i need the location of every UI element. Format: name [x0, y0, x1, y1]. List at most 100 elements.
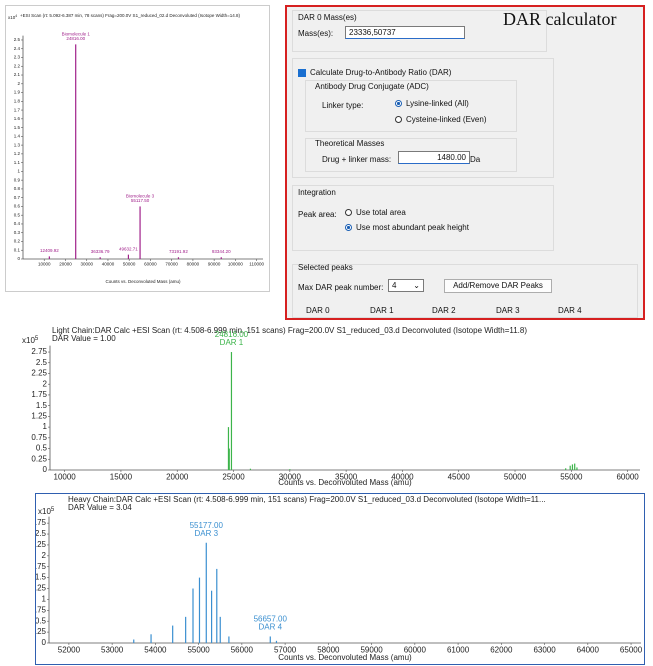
x-tick-label: 54000 — [144, 646, 167, 655]
y-tick-label: 0.4 — [14, 221, 21, 226]
y-tick-label: 1 — [17, 169, 20, 174]
y-tick-label: 1.75 — [35, 562, 47, 571]
max-dar-select[interactable]: 4 ⌄ — [388, 279, 424, 292]
peak-annotation: 55177.00 — [190, 521, 224, 530]
radio[interactable]: Use total area — [345, 208, 406, 217]
group-box — [305, 80, 517, 132]
x-tick-label: 70000 — [165, 261, 178, 266]
group-title: DAR 0 Mass(es) — [298, 13, 357, 22]
x-tick-label: 53000 — [101, 646, 124, 655]
x-tick-label: 10000 — [54, 473, 77, 482]
peak-annotation: DAR 3 — [194, 529, 218, 538]
x-tick-label: 30000 — [279, 473, 302, 482]
y-tick-label: 0 — [17, 256, 20, 261]
field-label: Max DAR peak number: — [298, 283, 384, 292]
y-tick-label: 0.7 — [14, 195, 21, 200]
masses-input[interactable]: 23336,50737 — [345, 26, 465, 39]
checkbox[interactable]: Calculate Drug-to-Antibody Ratio (DAR) — [298, 68, 451, 77]
peak-annotation: 73191.92 — [169, 249, 188, 254]
x-tick-label: 52000 — [58, 646, 81, 655]
radio[interactable]: Use most abundant peak height — [345, 223, 469, 232]
x-tick-label: 65000 — [620, 646, 643, 655]
y-tick-label: 1.25 — [31, 411, 47, 420]
peak-annotation: 24816.00 — [215, 330, 249, 339]
chart-subtitle: DAR Value = 1.00 — [52, 334, 116, 343]
radio-label: Use total area — [356, 208, 406, 217]
group-box — [305, 138, 517, 172]
x-tick-label: 20000 — [166, 473, 189, 482]
x-tick-label: 60000 — [144, 261, 157, 266]
x-tick-label: 50000 — [504, 473, 527, 482]
x-tick-label: 15000 — [110, 473, 133, 482]
x-tick-label: 60000 — [404, 646, 427, 655]
y-tick-label: 2.2 — [14, 63, 21, 68]
y-tick-label: 0.5 — [35, 616, 47, 625]
x-tick-label: 40000 — [102, 261, 115, 266]
chart-title: +ESI Scan (rt: 5.092-6.387 min, 78 scans… — [20, 13, 241, 18]
y-tick-label: 2 — [43, 379, 48, 388]
y-unit-exp: 5 — [35, 335, 39, 341]
y-tick-label: 2 — [42, 551, 47, 560]
peak-annotation: 12409.92 — [40, 248, 59, 253]
x-tick-label: 10000 — [38, 261, 51, 266]
chart-title: Light Chain:DAR Calc +ESI Scan (rt: 4.50… — [52, 326, 527, 335]
y-tick-label: 2.25 — [35, 540, 47, 549]
field-label: Mass(es): — [298, 29, 334, 38]
column-header: DAR 0 — [306, 306, 330, 315]
peak-annotation: 56657.00 — [254, 615, 288, 624]
y-tick-label: 2.4 — [14, 46, 21, 51]
x-tick-label: 63000 — [533, 646, 556, 655]
spectrum-chart: +ESI Scan (rt: 5.092-6.387 min, 78 scans… — [5, 5, 270, 292]
checkbox-label: Calculate Drug-to-Antibody Ratio (DAR) — [310, 68, 452, 77]
y-unit: x104 — [8, 14, 17, 20]
add-remove-button[interactable]: Add/Remove DAR Peaks — [444, 279, 552, 293]
peak-annotation: Biomolecule 1 — [62, 32, 91, 37]
y-unit: x105 — [38, 506, 55, 516]
y-tick-label: 0.8 — [14, 186, 21, 191]
y-tick-label: 0.75 — [35, 605, 47, 614]
x-axis-label: Counts vs. Deconvoluted Mass (amu) — [278, 653, 412, 662]
y-tick-label: 0.25 — [35, 627, 47, 636]
x-tick-label: 35000 — [335, 473, 358, 482]
spectrum-chart: Light Chain:DAR Calc +ESI Scan (rt: 4.50… — [22, 326, 640, 487]
y-tick-label: 1.5 — [14, 125, 21, 130]
y-tick-label: 2.5 — [14, 37, 21, 42]
y-tick-label: 1.2 — [14, 151, 21, 156]
x-tick-label: 61000 — [447, 646, 470, 655]
drug-mass-input[interactable]: 1480.00 — [398, 151, 470, 164]
group-title: Theoretical Masses — [315, 139, 385, 148]
y-tick-label: 1.75 — [31, 390, 47, 399]
y-unit-base: x10 — [22, 336, 35, 345]
y-tick-label: 1.5 — [36, 401, 48, 410]
x-tick-label: 55000 — [187, 646, 210, 655]
x-axis-label: Counts vs. Deconvoluted Mass (amu) — [105, 279, 181, 284]
y-unit-exp: 4 — [15, 14, 17, 18]
y-tick-label: 2.5 — [36, 358, 48, 367]
x-tick-label: 45000 — [448, 473, 471, 482]
group-box — [292, 10, 547, 52]
dialog-label: DAR calculator — [503, 9, 617, 29]
field-label: Linker type: — [322, 101, 364, 110]
y-tick-label: 1.4 — [14, 134, 21, 139]
x-tick-label: 100000 — [228, 261, 244, 266]
y-tick-label: 0.1 — [14, 247, 21, 252]
radio[interactable]: Cysteine-linked (Even) — [395, 115, 486, 124]
y-tick-label: 1.5 — [35, 573, 47, 582]
x-tick-label: 62000 — [490, 646, 513, 655]
group-box — [292, 58, 554, 178]
x-tick-label: 90000 — [208, 261, 221, 266]
group-title: Antibody Drug Conjugate (ADC) — [315, 82, 429, 91]
y-tick-label: 0 — [43, 465, 48, 474]
x-tick-label: 110000 — [249, 261, 264, 266]
radio[interactable]: Lysine-linked (All) — [395, 99, 469, 108]
x-tick-label: 55000 — [560, 473, 583, 482]
y-tick-label: 2.5 — [35, 529, 47, 538]
y-tick-label: 2.3 — [14, 55, 21, 60]
x-tick-label: 30000 — [80, 261, 93, 266]
y-tick-label: 1.25 — [35, 584, 47, 593]
peak-annotation: DAR 4 — [258, 623, 282, 632]
peak-annotation: 55117.50 — [131, 198, 150, 203]
chart-subtitle: DAR Value = 3.04 — [68, 503, 132, 512]
y-tick-label: 2 — [17, 81, 20, 86]
